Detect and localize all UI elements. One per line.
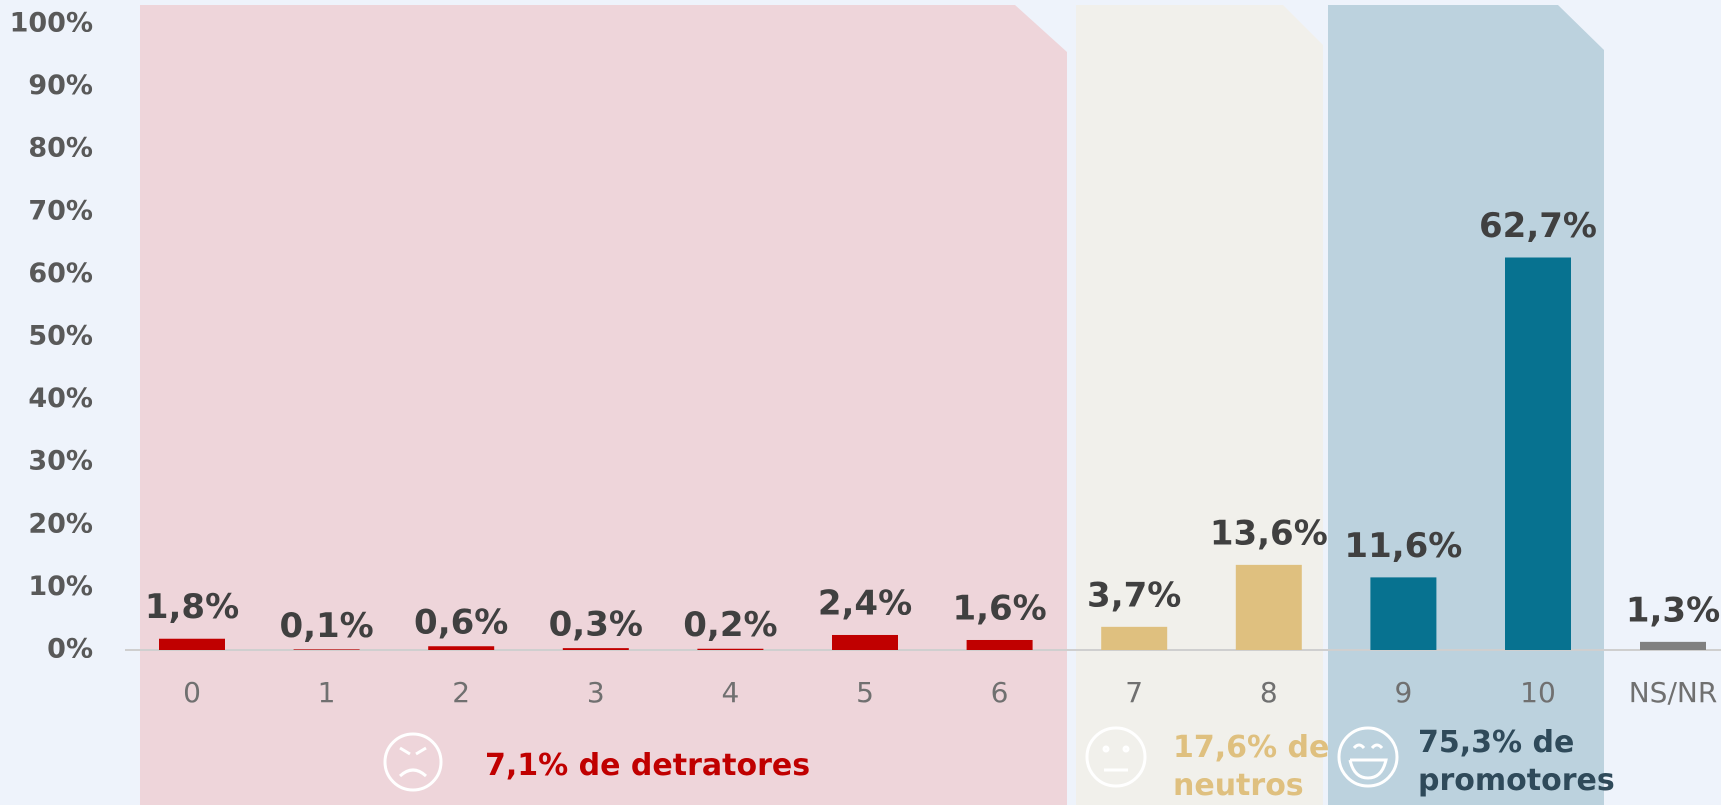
bar: [428, 646, 495, 650]
bar: [832, 634, 898, 650]
happy-face: [1337, 726, 1399, 788]
bar: [1640, 641, 1706, 650]
bar: [562, 648, 629, 650]
y-tick-label: 30%: [28, 446, 93, 477]
y-tick-label: 80%: [28, 133, 93, 164]
x-tick-label: 3: [587, 676, 605, 709]
x-tick-label: 2: [452, 676, 470, 709]
bar: [293, 649, 360, 650]
bar: [1505, 257, 1571, 650]
value-label: 13,6%: [1210, 513, 1328, 553]
y-tick-label: 100%: [10, 8, 93, 39]
neutral-zone: [1076, 5, 1323, 805]
bar: [697, 648, 764, 650]
value-label: 1,8%: [145, 587, 239, 627]
value-label: 0,2%: [683, 605, 777, 645]
y-tick-label: 10%: [28, 571, 93, 602]
bar: [159, 638, 225, 650]
value-label: 0,1%: [279, 606, 373, 646]
y-tick-label: 40%: [28, 383, 93, 414]
y-tick-label: 90%: [28, 70, 93, 101]
y-tick-label: 20%: [28, 508, 93, 539]
y-tick-label: 70%: [28, 195, 93, 226]
x-tick-label: 8: [1260, 676, 1278, 709]
annotation-line: neutros: [1173, 768, 1304, 803]
x-tick-label: 5: [856, 676, 874, 709]
x-tick-label: 6: [991, 676, 1009, 709]
x-tick-label: 4: [721, 676, 739, 709]
annotation: 75,3% de promotores: [1418, 725, 1615, 798]
annotation: 17,6% de neutros: [1173, 730, 1329, 803]
annotation-line: 75,3% de: [1418, 725, 1574, 760]
value-label: 3,7%: [1087, 575, 1181, 615]
value-label: 0,6%: [414, 603, 508, 643]
detractor-zone: [140, 5, 1067, 805]
x-tick-label: 0: [183, 676, 201, 709]
y-tick-label: 0%: [47, 634, 93, 665]
value-label: 11,6%: [1344, 526, 1462, 566]
value-label: 0,3%: [549, 605, 643, 645]
y-tick-label: 50%: [28, 321, 93, 352]
annotation-line: promotores: [1418, 763, 1615, 798]
neutral-face: [1085, 726, 1147, 788]
x-tick-label: NS/NR: [1629, 676, 1718, 709]
annotation-line: 17,6% de: [1173, 730, 1329, 765]
bar: [1370, 577, 1437, 650]
bar: [966, 639, 1033, 650]
x-tick-label: 1: [318, 676, 336, 709]
value-label: 2,4%: [818, 583, 912, 623]
value-label: 1,6%: [952, 588, 1046, 628]
x-tick-label: 10: [1520, 676, 1556, 709]
x-tick-label: 9: [1394, 676, 1412, 709]
x-tick-label: 7: [1125, 676, 1143, 709]
annotation-line: 7,1% de detratores: [485, 748, 810, 783]
angry-face: [383, 732, 443, 792]
value-label: 1,3%: [1626, 590, 1720, 630]
bar: [1235, 564, 1302, 650]
annotation: 7,1% de detratores: [485, 748, 810, 783]
bar: [1101, 626, 1168, 650]
value-label: 62,7%: [1479, 206, 1597, 246]
y-tick-label: 60%: [28, 258, 93, 289]
